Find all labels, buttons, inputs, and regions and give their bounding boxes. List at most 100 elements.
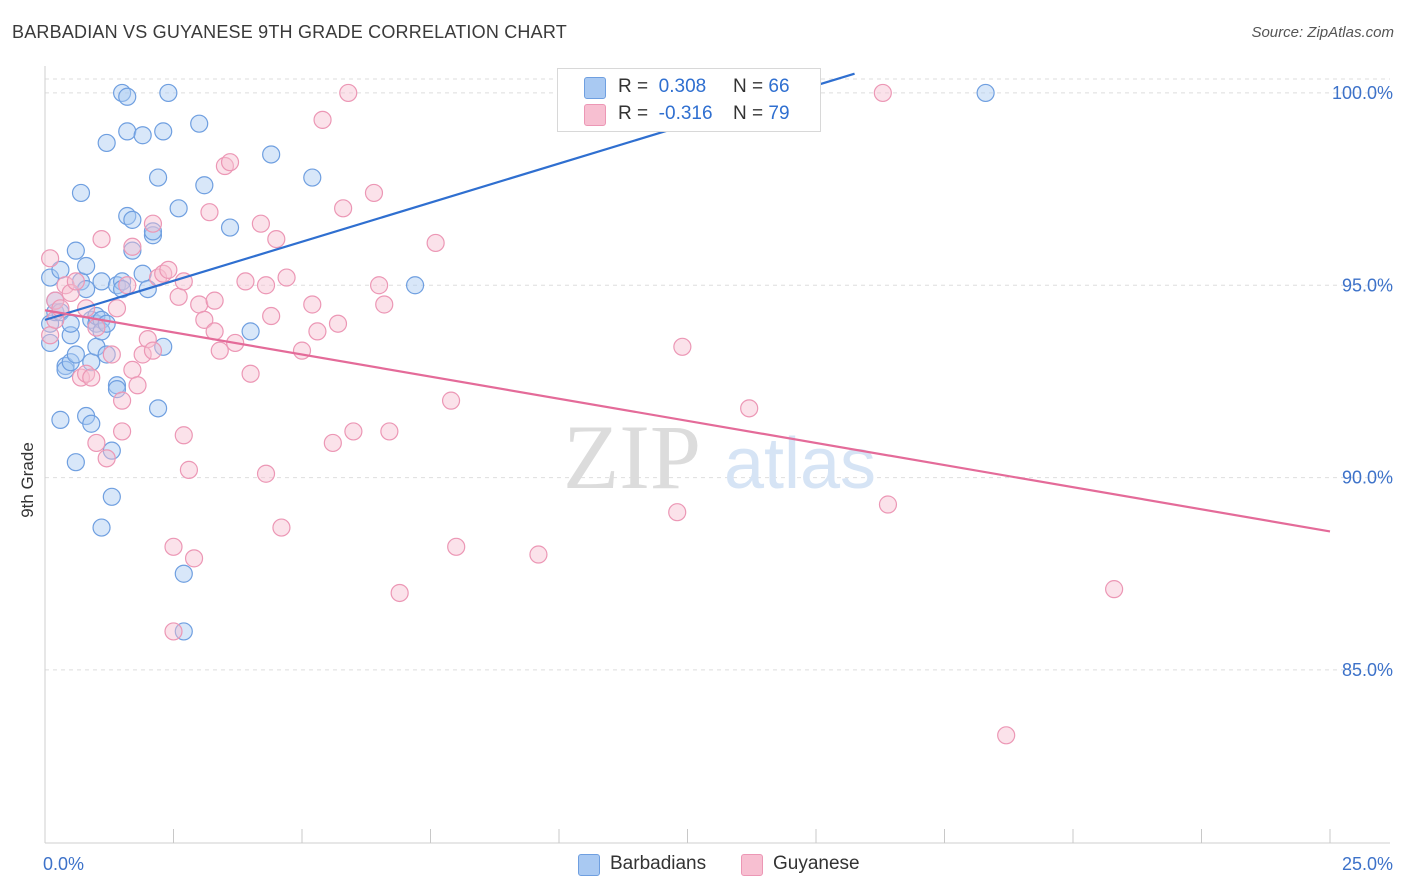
barbadian-point bbox=[82, 414, 101, 433]
guyanese-point bbox=[323, 433, 342, 453]
guyanese-point bbox=[426, 233, 445, 253]
guyanese-point bbox=[118, 276, 137, 295]
guyanese-point bbox=[272, 518, 291, 537]
source-credit: Source: ZipAtlas.com bbox=[1251, 24, 1394, 41]
guyanese-point bbox=[200, 203, 219, 222]
chart-title: BARBADIAN VS GUYANESE 9TH GRADE CORRELAT… bbox=[12, 22, 567, 42]
guyanese-point bbox=[236, 272, 255, 291]
guyanese-point bbox=[441, 391, 461, 410]
legend-swatch-pink bbox=[584, 104, 606, 126]
guyanese-point bbox=[328, 314, 348, 333]
guyanese-point bbox=[112, 391, 132, 410]
guyanese-point bbox=[123, 360, 142, 379]
barbadian-point bbox=[102, 487, 121, 506]
guyanese-point bbox=[184, 549, 204, 568]
guyanese-point bbox=[87, 318, 106, 337]
barbadian-point bbox=[107, 380, 127, 399]
guyanese-point bbox=[128, 376, 147, 395]
barbadian-point bbox=[262, 145, 281, 164]
legend-r-value: 0.308 bbox=[658, 76, 707, 97]
barbadian-point bbox=[148, 168, 168, 187]
barbadian-point bbox=[71, 183, 91, 203]
barbadian-point bbox=[61, 314, 80, 333]
guyanese-trend-line bbox=[44, 309, 1331, 533]
bottom-legend-label: Guyanese bbox=[773, 853, 860, 874]
guyanese-point bbox=[303, 295, 322, 314]
guyanese-point bbox=[370, 276, 389, 295]
guyanese-point bbox=[1105, 580, 1124, 599]
guyanese-point bbox=[308, 322, 327, 341]
guyanese-point bbox=[277, 268, 296, 287]
guyanese-point bbox=[143, 214, 163, 233]
guyanese-point bbox=[390, 583, 409, 603]
guyanese-point bbox=[256, 464, 276, 483]
guyanese-point bbox=[190, 295, 209, 314]
barbadian-point bbox=[92, 272, 111, 291]
guyanese-point bbox=[673, 337, 692, 356]
guyanese-point bbox=[873, 83, 892, 103]
barbadian-point bbox=[220, 218, 240, 237]
barbadian-point bbox=[174, 564, 193, 583]
guyanese-point bbox=[138, 330, 157, 349]
guyanese-point bbox=[82, 368, 101, 387]
tick-labels: 100.0% 95.0% 90.0% 85.0% 0.0% 25.0% bbox=[43, 83, 1393, 874]
y-tick-label: 90.0% bbox=[1342, 468, 1393, 488]
legend-n-label: N = bbox=[733, 76, 764, 97]
barbadian-point bbox=[118, 87, 137, 106]
barbadian-point bbox=[154, 337, 173, 356]
watermark-atlas: atlas bbox=[724, 424, 876, 504]
guyanese-point bbox=[313, 110, 332, 129]
watermark: ZIP atlas bbox=[563, 406, 876, 508]
guyanese-point bbox=[123, 237, 142, 256]
barbadian-point bbox=[159, 83, 178, 103]
legend-r-label: R = bbox=[618, 76, 649, 97]
guyanese-point bbox=[997, 726, 1016, 745]
barbadian-point bbox=[92, 518, 111, 537]
guyanese-point bbox=[112, 422, 132, 441]
barbadian-point bbox=[154, 122, 173, 141]
guyanese-point bbox=[210, 341, 229, 360]
barbadian-point bbox=[195, 176, 214, 195]
barbadian-point bbox=[303, 168, 322, 187]
guyanese-point bbox=[529, 545, 548, 564]
guyanese-point bbox=[61, 283, 80, 303]
guyanese-point bbox=[159, 260, 178, 279]
barbadian-point bbox=[51, 410, 70, 429]
barbadian-point bbox=[97, 133, 116, 153]
barbadian-point bbox=[66, 241, 85, 260]
barbadian-point bbox=[976, 83, 995, 103]
guyanese-point bbox=[195, 310, 214, 329]
barbadian-point bbox=[66, 453, 85, 472]
barbadian-point bbox=[174, 622, 193, 641]
y-tick-label: 85.0% bbox=[1342, 660, 1393, 680]
guyanese-point bbox=[41, 326, 60, 345]
guyanese-point bbox=[668, 503, 687, 522]
legend-r-label: R = bbox=[618, 103, 649, 124]
guyanese-point bbox=[87, 433, 106, 453]
guyanese-point bbox=[92, 229, 111, 249]
barbadian-point bbox=[41, 268, 60, 287]
guyanese-point bbox=[375, 295, 394, 314]
guyanese-point bbox=[97, 449, 116, 468]
guyanese-point bbox=[102, 345, 121, 364]
y-axis-label: 9th Grade bbox=[18, 442, 37, 518]
correlation-legend: R = 0.308 N = 66 R = -0.316 N = 79 bbox=[557, 68, 821, 132]
watermark-zip: ZIP bbox=[563, 406, 701, 508]
barbadian-point bbox=[97, 345, 116, 364]
legend-n-value: 79 bbox=[768, 103, 790, 124]
guyanese-point bbox=[262, 306, 281, 326]
legend-n-label: N = bbox=[733, 103, 764, 124]
guyanese-point bbox=[143, 341, 163, 360]
barbadian-point bbox=[118, 122, 137, 141]
legend-row-guyanese: R = -0.316 N = 79 bbox=[558, 101, 820, 127]
barbadian-point bbox=[66, 345, 85, 364]
barbadian-point bbox=[143, 222, 163, 241]
guyanese-point bbox=[447, 537, 466, 556]
guyanese-point bbox=[334, 199, 353, 218]
guyanese-point bbox=[174, 426, 193, 445]
guyanese-point bbox=[220, 153, 240, 172]
guyanese-point bbox=[41, 249, 60, 268]
barbadian-point bbox=[241, 322, 260, 341]
bottom-legend-label: Barbadians bbox=[610, 853, 707, 874]
barbadian-point bbox=[169, 199, 188, 218]
